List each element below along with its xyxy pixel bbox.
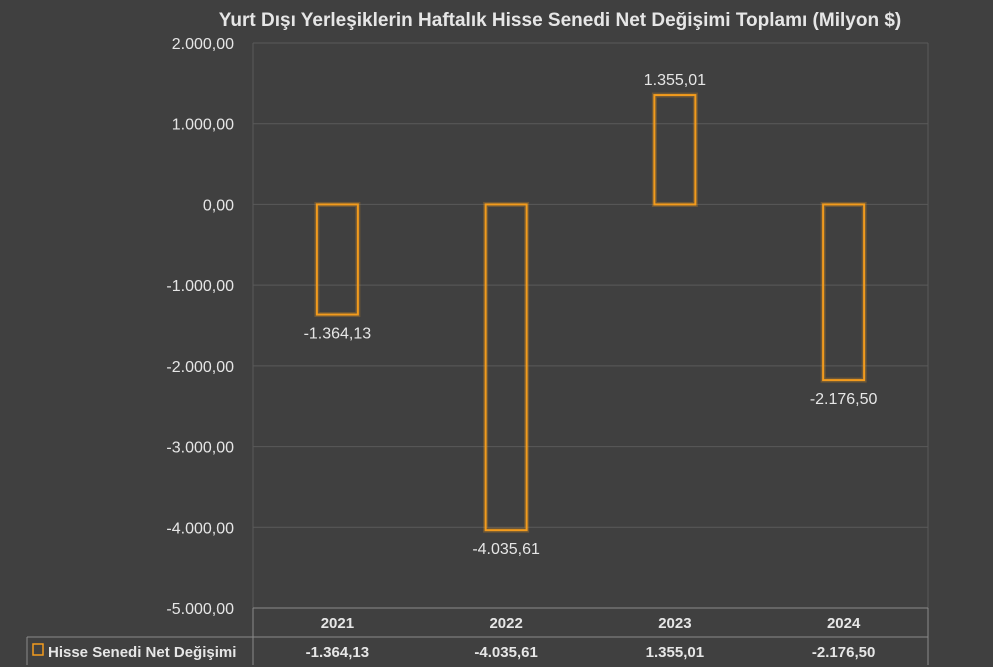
- bar-2021: [315, 203, 359, 316]
- y-tick-label: -4.000,00: [166, 520, 234, 537]
- bar-glow: [314, 201, 361, 318]
- x-category-label: 2023: [658, 615, 691, 632]
- bar-2022: [484, 203, 528, 532]
- chart-title: Yurt Dışı Yerleşiklerin Haftalık Hisse S…: [219, 10, 901, 31]
- data-labels: -1.364,13 -4.035,61 1.355,01 -2.176,50: [304, 72, 878, 558]
- x-category-label: 2022: [489, 615, 522, 632]
- x-category-label: 2024: [827, 615, 861, 632]
- legend-series-name: Hisse Senedi Net Değişimi: [48, 644, 236, 661]
- data-label: -1.364,13: [304, 326, 372, 343]
- y-tick-label: -1.000,00: [166, 278, 234, 295]
- y-tick-label: 2.000,00: [172, 36, 234, 53]
- y-tick-label: -5.000,00: [166, 601, 234, 618]
- bar-glow: [651, 92, 698, 207]
- data-label: 1.355,01: [644, 72, 706, 89]
- bar-glow: [483, 201, 530, 533]
- y-tick-label: 0,00: [203, 197, 234, 214]
- bars: [314, 92, 867, 533]
- data-label: -2.176,50: [810, 391, 878, 408]
- legend-key: [32, 643, 44, 656]
- bar-2023: [653, 94, 697, 206]
- table-value: -2.176,50: [812, 644, 875, 661]
- data-table: 2021 -1.364,13 2022 -4.035,61 2023 1.355,01 20…: [26, 607, 929, 665]
- y-tick-label: 1.000,00: [172, 117, 234, 134]
- bar-glow: [820, 201, 867, 383]
- y-tick-label: -2.000,00: [166, 359, 234, 376]
- bar-2024: [822, 203, 866, 382]
- x-category-label: 2021: [321, 615, 354, 632]
- y-tick-label: -3.000,00: [166, 440, 234, 457]
- y-axis-ticks: 2.000,00 1.000,00 0,00 -1.000,00 -2.000,00 -3…: [166, 36, 234, 618]
- table-value: -4.035,61: [474, 644, 537, 661]
- table-value: -1.364,13: [306, 644, 369, 661]
- table-value: 1.355,01: [646, 644, 704, 661]
- data-label: -4.035,61: [472, 541, 540, 558]
